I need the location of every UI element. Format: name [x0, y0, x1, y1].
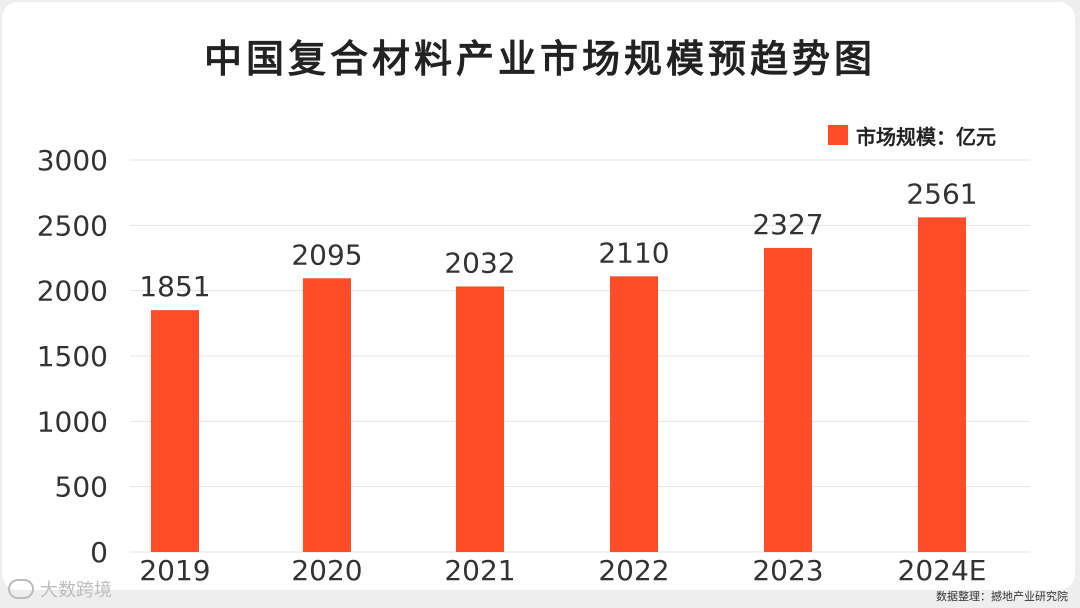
x-tick-label: 2022 — [598, 554, 669, 587]
legend-label: 市场规模：亿元 — [856, 124, 996, 149]
y-tick-label: 2000 — [37, 275, 108, 308]
legend-swatch — [828, 125, 848, 145]
data-label: 2327 — [752, 208, 823, 241]
data-label: 2095 — [291, 238, 362, 271]
x-tick-label: 2024E — [898, 554, 987, 587]
bar — [918, 217, 966, 552]
logo-icon — [8, 579, 34, 599]
data-label: 2032 — [444, 246, 515, 279]
y-tick-label: 2500 — [37, 209, 108, 242]
data-label: 1851 — [139, 270, 210, 303]
bar — [151, 310, 199, 552]
bar — [456, 286, 504, 552]
watermark-text: 大数跨境 — [40, 580, 112, 601]
watermark-logo: 大数跨境 — [8, 576, 112, 602]
bar — [610, 276, 658, 552]
data-label: 2110 — [598, 236, 669, 269]
legend: 市场规模：亿元 — [828, 120, 996, 150]
x-tick-label: 2020 — [291, 554, 362, 587]
bar — [303, 278, 351, 552]
chart-title: 中国复合材料产业市场规模预趋势图 — [203, 37, 876, 81]
data-label: 2561 — [906, 177, 977, 210]
y-tick-label: 0 — [90, 536, 108, 569]
x-tick-label: 2019 — [139, 554, 210, 587]
y-tick-label: 3000 — [37, 144, 108, 177]
bar — [764, 247, 812, 552]
x-tick-label: 2021 — [444, 554, 515, 587]
y-tick-label: 1000 — [37, 405, 108, 438]
y-tick-label: 1500 — [37, 340, 108, 373]
y-tick-label: 500 — [55, 471, 108, 504]
x-tick-label: 2023 — [752, 554, 823, 587]
source-note: 数据整理：撼地产业研究院 — [936, 590, 1068, 603]
